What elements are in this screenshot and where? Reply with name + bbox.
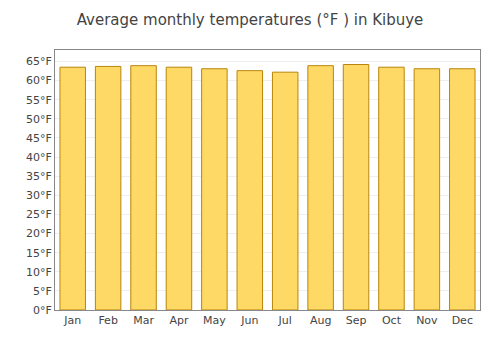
- svg-text:Dec: Dec: [452, 314, 473, 327]
- svg-text:45°F: 45°F: [26, 132, 52, 145]
- svg-text:15°F: 15°F: [26, 247, 52, 260]
- svg-text:Jan: Jan: [63, 314, 81, 327]
- svg-text:Mar: Mar: [133, 314, 154, 327]
- svg-text:5°F: 5°F: [33, 285, 52, 298]
- svg-text:55°F: 55°F: [26, 94, 52, 107]
- svg-text:Sep: Sep: [346, 314, 367, 327]
- svg-text:Aug: Aug: [310, 314, 331, 327]
- svg-text:Nov: Nov: [416, 314, 438, 327]
- svg-text:Oct: Oct: [382, 314, 402, 327]
- svg-text:60°F: 60°F: [26, 74, 52, 87]
- svg-text:Jul: Jul: [278, 314, 292, 327]
- svg-text:10°F: 10°F: [26, 266, 52, 279]
- svg-text:40°F: 40°F: [26, 151, 52, 164]
- svg-text:Jun: Jun: [240, 314, 258, 327]
- svg-text:35°F: 35°F: [26, 170, 52, 183]
- svg-text:Apr: Apr: [169, 314, 189, 327]
- svg-text:Average monthly temperatures (: Average monthly temperatures (°F ) in Ki…: [77, 11, 424, 29]
- svg-text:Feb: Feb: [98, 314, 117, 327]
- svg-text:30°F: 30°F: [26, 189, 52, 202]
- svg-text:0°F: 0°F: [33, 304, 52, 317]
- svg-text:25°F: 25°F: [26, 208, 52, 221]
- svg-text:20°F: 20°F: [26, 227, 52, 240]
- svg-text:May: May: [203, 314, 226, 327]
- svg-text:50°F: 50°F: [26, 113, 52, 126]
- svg-text:65°F: 65°F: [26, 55, 52, 68]
